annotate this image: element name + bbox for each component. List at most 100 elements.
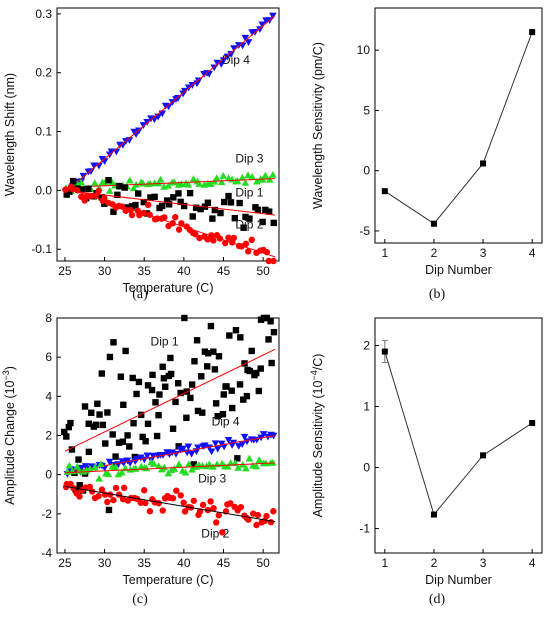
data-point (95, 187, 102, 195)
data-point (248, 347, 255, 355)
data-point (246, 367, 254, 375)
data-point (143, 118, 151, 126)
data-point (101, 200, 108, 207)
data-point (243, 392, 251, 400)
data-point (135, 127, 143, 135)
x-tick-label: 3 (480, 556, 487, 570)
data-point (152, 399, 159, 406)
data-point (130, 420, 137, 427)
data-point (237, 334, 244, 341)
data-point (220, 391, 227, 398)
data-point (255, 456, 264, 464)
data-point (95, 162, 103, 170)
data-point (256, 26, 264, 34)
data-point (258, 21, 267, 29)
fit-line (64, 462, 276, 474)
data-point (270, 257, 277, 265)
plot-frame (374, 317, 543, 554)
y-axis-label: Amplitude Change (10−3) (1, 366, 17, 505)
data-point (268, 359, 275, 367)
x-tick-label: 50 (256, 264, 270, 278)
data-point (181, 468, 190, 476)
chart-panel-c: 25 30 35 40 45 50 -4 -2 0 2 4 6 8 Temperature (C) Ampl… (1, 311, 280, 607)
data-point (101, 179, 109, 186)
data-point (142, 438, 149, 445)
data-point (186, 189, 194, 197)
fit-line (64, 189, 276, 216)
x-tick-label: 25 (58, 264, 72, 278)
data-point (98, 370, 106, 377)
data-point (192, 231, 199, 238)
data-point (117, 373, 125, 380)
data-point (255, 387, 263, 395)
data-point (147, 194, 154, 201)
data-point (109, 431, 116, 438)
data-point (227, 199, 235, 206)
data-point (160, 463, 169, 471)
data-point (77, 464, 86, 472)
data-point (169, 495, 177, 502)
y-tick-label: 0 (45, 468, 52, 482)
series-dip-3 (63, 454, 277, 482)
data-point (196, 508, 204, 515)
data-point (196, 234, 203, 242)
data-point (161, 214, 168, 221)
data-point (244, 171, 252, 179)
y-tick-label: 4 (45, 389, 52, 403)
data-point (95, 474, 103, 482)
data-point (110, 496, 117, 504)
data-point (217, 178, 226, 186)
y-tick-label: 5 (363, 103, 370, 117)
series-line (384, 351, 533, 516)
data-point (193, 337, 201, 344)
y-axis-label: Wavelength Shift (nm) (3, 73, 17, 196)
series-dip-4 (63, 12, 277, 197)
data-point (204, 350, 212, 357)
data-point (149, 371, 156, 379)
x-tick-label: 35 (138, 264, 152, 278)
data-point (529, 419, 536, 426)
data-point (204, 363, 211, 370)
data-point (63, 433, 70, 440)
data-point (119, 495, 127, 503)
data-point (115, 182, 123, 190)
data-point (94, 400, 101, 407)
data-point (189, 213, 196, 220)
data-point (144, 420, 152, 427)
data-point (259, 431, 268, 438)
data-point (151, 193, 158, 201)
y-tick-label: 0.3 (35, 7, 52, 21)
y-tick-label: 1 (363, 400, 370, 414)
data-point (167, 354, 174, 362)
data-point (164, 103, 173, 111)
x-tick-label: 30 (98, 264, 112, 278)
data-point (265, 257, 272, 265)
data-point (128, 203, 136, 210)
data-point (95, 492, 102, 500)
y-tick-label: 0 (363, 461, 370, 475)
data-point (112, 484, 120, 492)
y-tick-label: 0.0 (35, 183, 52, 197)
data-point (153, 432, 161, 440)
data-point (253, 369, 260, 377)
x-tick-label: 35 (138, 556, 152, 570)
data-point (104, 409, 111, 416)
data-point (96, 411, 103, 418)
data-point (224, 436, 233, 444)
x-tick-label: 3 (480, 246, 487, 260)
data-point (234, 463, 242, 471)
data-point (261, 171, 270, 179)
panel-label: (b) (429, 287, 446, 302)
data-point (268, 458, 277, 466)
data-point (187, 394, 194, 402)
data-point (136, 454, 145, 462)
data-point (381, 348, 388, 355)
data-point (159, 507, 166, 514)
y-tick-label: 2 (45, 429, 52, 443)
y-tick-label: 0.1 (35, 125, 52, 139)
data-point (210, 237, 217, 244)
data-point (229, 404, 236, 412)
data-point (172, 398, 179, 406)
data-point (211, 206, 219, 214)
data-point (104, 498, 111, 506)
